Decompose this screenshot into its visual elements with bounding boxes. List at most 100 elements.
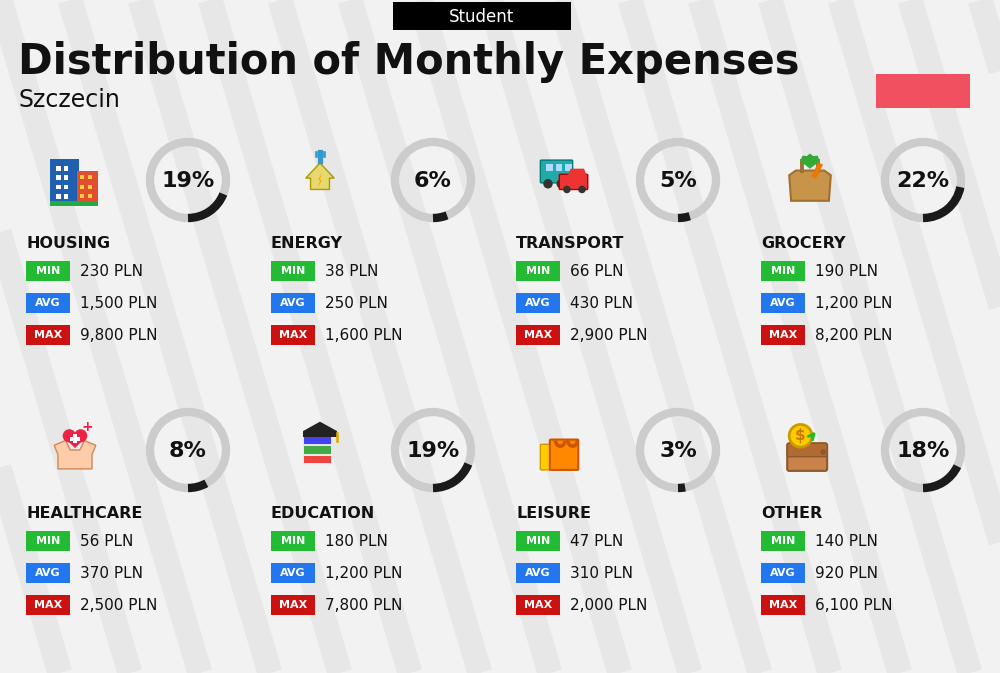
FancyBboxPatch shape (56, 194, 61, 199)
Text: 6,100 PLN: 6,100 PLN (815, 598, 893, 612)
FancyBboxPatch shape (876, 74, 970, 108)
Text: 250 PLN: 250 PLN (325, 295, 388, 310)
Text: 230 PLN: 230 PLN (80, 264, 143, 279)
FancyBboxPatch shape (761, 261, 805, 281)
Text: 2,000 PLN: 2,000 PLN (570, 598, 647, 612)
Text: 1,500 PLN: 1,500 PLN (80, 295, 157, 310)
Polygon shape (303, 422, 337, 431)
Text: MIN: MIN (281, 266, 305, 276)
FancyBboxPatch shape (556, 164, 562, 172)
Text: HOUSING: HOUSING (26, 236, 110, 250)
FancyBboxPatch shape (88, 194, 92, 198)
Text: 8,200 PLN: 8,200 PLN (815, 328, 892, 343)
FancyBboxPatch shape (761, 325, 805, 345)
FancyBboxPatch shape (516, 563, 560, 583)
FancyBboxPatch shape (303, 436, 331, 444)
Text: MIN: MIN (526, 266, 550, 276)
FancyBboxPatch shape (559, 174, 588, 190)
FancyBboxPatch shape (50, 160, 79, 201)
FancyBboxPatch shape (271, 261, 315, 281)
Text: $: $ (795, 428, 806, 444)
FancyBboxPatch shape (26, 595, 70, 615)
Text: OTHER: OTHER (761, 505, 822, 520)
FancyBboxPatch shape (565, 164, 572, 172)
Text: 1,200 PLN: 1,200 PLN (325, 565, 402, 581)
Text: 310 PLN: 310 PLN (570, 565, 633, 581)
Text: MAX: MAX (279, 600, 307, 610)
FancyBboxPatch shape (64, 194, 68, 199)
FancyBboxPatch shape (56, 184, 61, 190)
FancyBboxPatch shape (271, 293, 315, 313)
Text: AVG: AVG (770, 298, 796, 308)
Text: Distribution of Monthly Expenses: Distribution of Monthly Expenses (18, 41, 800, 83)
Text: AVG: AVG (35, 298, 61, 308)
FancyBboxPatch shape (516, 261, 560, 281)
FancyBboxPatch shape (540, 160, 573, 183)
Text: AVG: AVG (525, 298, 551, 308)
Circle shape (820, 449, 826, 455)
Circle shape (789, 425, 812, 447)
Text: GROCERY: GROCERY (761, 236, 846, 250)
Text: 18%: 18% (896, 441, 950, 461)
FancyBboxPatch shape (26, 325, 70, 345)
Text: 9,800 PLN: 9,800 PLN (80, 328, 158, 343)
Text: 430 PLN: 430 PLN (570, 295, 633, 310)
FancyBboxPatch shape (73, 434, 77, 444)
Polygon shape (800, 155, 810, 169)
Text: 2,900 PLN: 2,900 PLN (570, 328, 648, 343)
Circle shape (556, 179, 566, 188)
Text: +: + (81, 421, 93, 434)
Circle shape (74, 429, 87, 442)
FancyBboxPatch shape (546, 164, 553, 172)
FancyBboxPatch shape (303, 446, 331, 454)
FancyBboxPatch shape (761, 563, 805, 583)
Polygon shape (810, 155, 820, 169)
Polygon shape (568, 169, 587, 175)
Text: 370 PLN: 370 PLN (80, 565, 143, 581)
Text: TRANSPORT: TRANSPORT (516, 236, 624, 250)
FancyBboxPatch shape (56, 175, 61, 180)
Text: MIN: MIN (36, 536, 60, 546)
FancyBboxPatch shape (271, 531, 315, 551)
FancyBboxPatch shape (787, 444, 827, 471)
FancyBboxPatch shape (271, 563, 315, 583)
Circle shape (563, 186, 571, 193)
FancyBboxPatch shape (540, 444, 561, 470)
FancyBboxPatch shape (26, 563, 70, 583)
FancyBboxPatch shape (64, 184, 68, 190)
Text: MAX: MAX (769, 330, 797, 340)
FancyBboxPatch shape (516, 531, 560, 551)
FancyBboxPatch shape (70, 437, 80, 441)
FancyBboxPatch shape (271, 595, 315, 615)
Text: HEALTHCARE: HEALTHCARE (26, 505, 142, 520)
Text: 22%: 22% (896, 171, 950, 191)
FancyBboxPatch shape (516, 325, 560, 345)
Text: Szczecin: Szczecin (18, 88, 120, 112)
Text: 3%: 3% (659, 441, 697, 461)
Text: LEISURE: LEISURE (516, 505, 591, 520)
FancyBboxPatch shape (26, 531, 70, 551)
FancyBboxPatch shape (80, 184, 84, 188)
FancyBboxPatch shape (550, 439, 578, 470)
Text: Student: Student (449, 8, 515, 26)
FancyBboxPatch shape (761, 531, 805, 551)
Text: 920 PLN: 920 PLN (815, 565, 878, 581)
Text: 47 PLN: 47 PLN (570, 534, 623, 548)
FancyBboxPatch shape (516, 293, 560, 313)
FancyBboxPatch shape (88, 175, 92, 179)
Polygon shape (63, 436, 87, 448)
Text: MAX: MAX (769, 600, 797, 610)
FancyBboxPatch shape (393, 2, 571, 30)
Circle shape (63, 429, 76, 442)
Text: 190 PLN: 190 PLN (815, 264, 878, 279)
FancyBboxPatch shape (271, 325, 315, 345)
Text: MIN: MIN (771, 266, 795, 276)
Text: 8%: 8% (169, 441, 207, 461)
Text: AVG: AVG (770, 568, 796, 578)
Text: 6%: 6% (414, 171, 452, 191)
FancyBboxPatch shape (64, 175, 68, 180)
FancyBboxPatch shape (50, 201, 98, 205)
Text: MAX: MAX (524, 330, 552, 340)
Text: EDUCATION: EDUCATION (271, 505, 375, 520)
Text: 1,600 PLN: 1,600 PLN (325, 328, 402, 343)
